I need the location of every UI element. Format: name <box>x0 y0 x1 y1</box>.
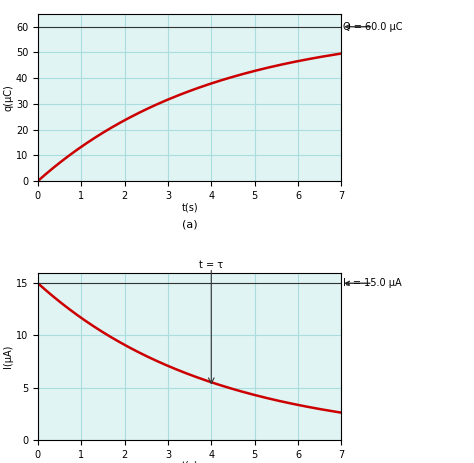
Text: (a): (a) <box>182 220 197 230</box>
X-axis label: t(s): t(s) <box>181 202 198 212</box>
Text: I₀ = 15.0 μA: I₀ = 15.0 μA <box>344 278 402 288</box>
Text: Q = 60.0 μC: Q = 60.0 μC <box>344 22 403 32</box>
Y-axis label: q(μC): q(μC) <box>3 84 13 111</box>
Text: t = τ: t = τ <box>199 260 223 269</box>
X-axis label: t(s): t(s) <box>181 461 198 463</box>
Y-axis label: I(μA): I(μA) <box>3 344 13 368</box>
